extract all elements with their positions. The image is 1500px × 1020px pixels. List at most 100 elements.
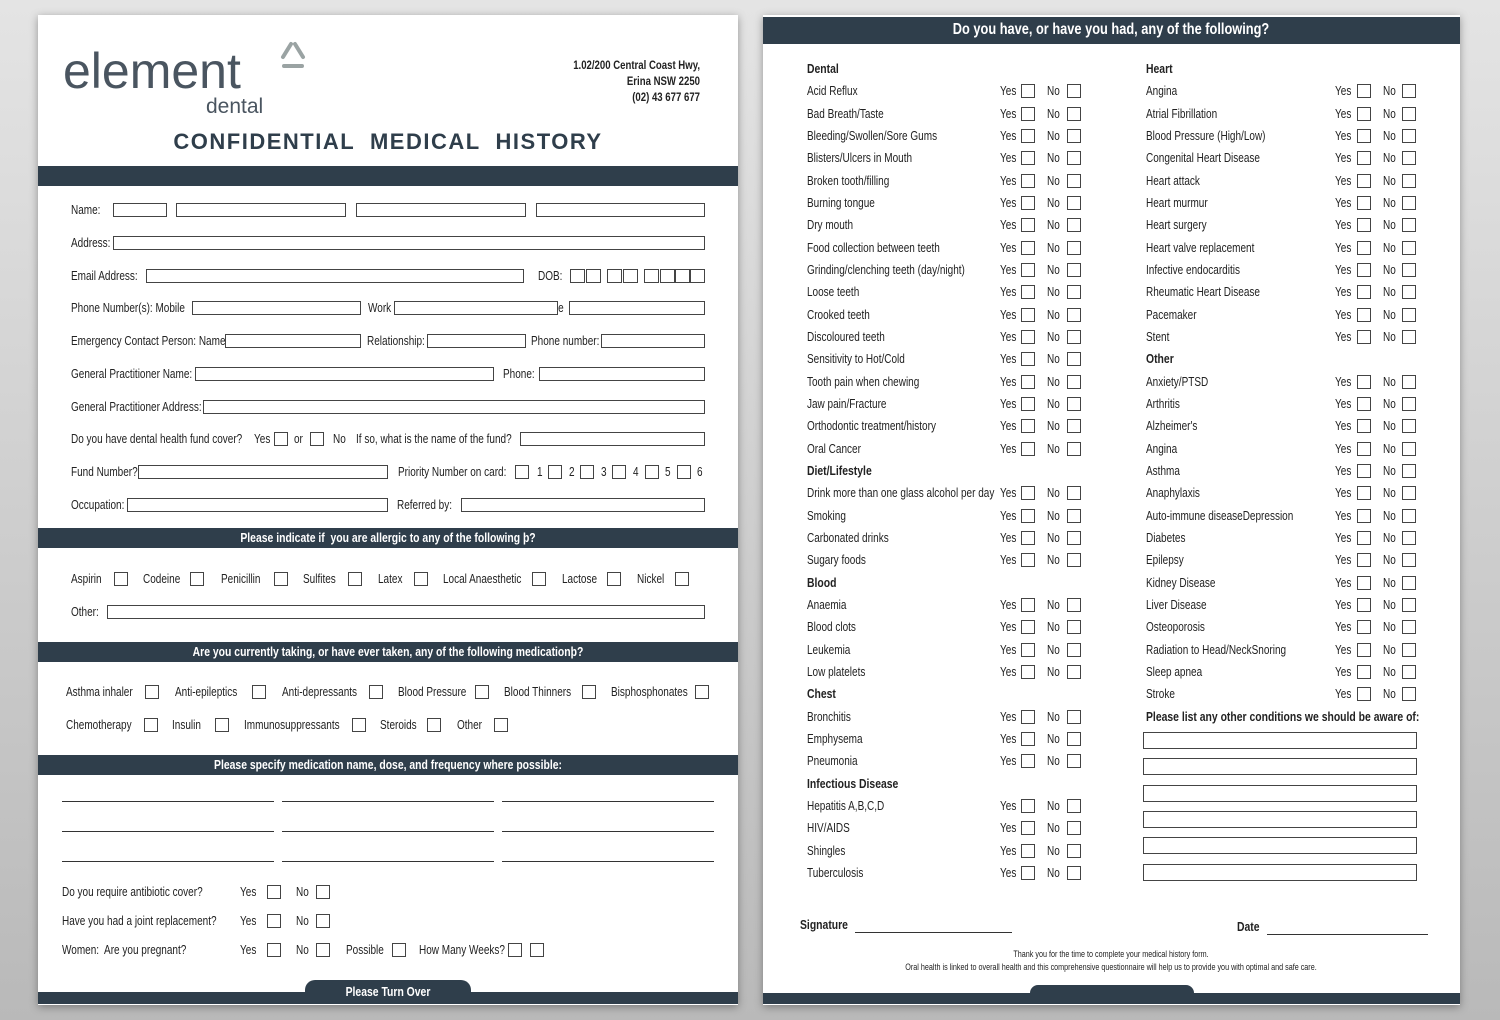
checkbox <box>1357 396 1371 411</box>
checkbox <box>1067 553 1081 568</box>
checkbox <box>1357 508 1371 523</box>
date-line <box>1267 934 1428 935</box>
checkbox <box>1402 620 1416 635</box>
checkbox <box>1357 687 1371 702</box>
no-label: No <box>1047 486 1060 501</box>
question-label: Do you require antibiotic cover? <box>62 885 203 899</box>
field-label: If so, what is the name of the fund? <box>356 432 512 446</box>
yes-label: Yes <box>1335 106 1352 121</box>
no-label: No <box>1047 307 1060 322</box>
yes-label: Yes <box>1335 374 1352 389</box>
condition-label: Sensitivity to Hot/Cold <box>807 352 905 367</box>
category-heading: Chest <box>807 686 836 702</box>
checkbox <box>1402 463 1416 478</box>
no-label: No <box>1383 419 1396 434</box>
no-label: No <box>1047 352 1060 367</box>
no-label: No <box>296 885 309 899</box>
no-label: No <box>1047 173 1060 188</box>
checkbox <box>1402 151 1416 166</box>
input-box <box>394 301 558 315</box>
checkbox <box>1067 709 1081 724</box>
input-box <box>1143 732 1417 750</box>
condition-label: Drink more than one glass alcohol per da… <box>807 486 995 501</box>
input-box <box>539 367 705 381</box>
checkbox <box>1357 486 1371 501</box>
footer-note: Oral health is linked to overall health … <box>905 962 1317 972</box>
checkbox <box>1402 508 1416 523</box>
checkbox <box>1357 262 1371 277</box>
yes-label: Yes <box>1000 731 1017 746</box>
checkbox <box>1067 620 1081 635</box>
checkbox <box>515 465 529 479</box>
checkbox <box>1402 307 1416 322</box>
write-line <box>282 861 494 862</box>
checkbox <box>1067 262 1081 277</box>
no-label: No <box>1047 620 1060 635</box>
no-label: No <box>1047 84 1060 99</box>
checkbox <box>1067 396 1081 411</box>
checkbox <box>1067 374 1081 389</box>
checkbox <box>1021 709 1035 724</box>
condition-label: Acid Reflux <box>807 84 858 99</box>
checkbox <box>1021 262 1035 277</box>
checkbox <box>1021 240 1035 255</box>
checkbox <box>1067 128 1081 143</box>
condition-label: Tooth pain when chewing <box>807 374 920 389</box>
yes-label: Yes <box>240 914 257 928</box>
condition-label: Arthritis <box>1146 396 1180 411</box>
yes-label: Yes <box>1335 642 1352 657</box>
signature-label: Signature <box>800 917 848 932</box>
checkbox <box>582 685 596 699</box>
checkbox <box>1357 84 1371 99</box>
write-line <box>282 801 494 802</box>
condition-label: HIV/AIDS <box>807 821 850 836</box>
checkbox <box>145 685 159 699</box>
checkbox <box>1021 84 1035 99</box>
checkbox <box>316 943 330 957</box>
no-label: No <box>1383 553 1396 568</box>
checkbox <box>1021 441 1035 456</box>
checkbox <box>1021 843 1035 858</box>
yes-label: Yes <box>1335 508 1352 523</box>
yes-label: Yes <box>1335 419 1352 434</box>
medication-label: Other <box>457 718 483 732</box>
input-box <box>138 465 388 479</box>
checkbox <box>1067 218 1081 233</box>
condition-label: Loose teeth <box>807 285 860 300</box>
yes-label: Yes <box>1335 218 1352 233</box>
yes-label: Yes <box>240 943 257 957</box>
medication-label: Asthma inhaler <box>66 685 133 699</box>
question-label: Have you had a joint replacement? <box>62 914 217 928</box>
checkbox <box>1021 486 1035 501</box>
checkbox <box>580 465 594 479</box>
yes-label: Yes <box>1000 240 1017 255</box>
condition-label: Congenital Heart Disease <box>1146 151 1260 166</box>
no-label: No <box>1383 329 1396 344</box>
checkbox <box>1067 419 1081 434</box>
checkbox <box>1067 530 1081 545</box>
no-label: No <box>1047 285 1060 300</box>
yes-label: Yes <box>1000 642 1017 657</box>
input-box <box>127 498 388 512</box>
yes-label: Yes <box>1000 262 1017 277</box>
checkbox <box>1357 620 1371 635</box>
checkbox <box>1067 195 1081 210</box>
yes-label: Yes <box>1000 329 1017 344</box>
yes-label: Yes <box>1000 821 1017 836</box>
checkbox <box>1021 620 1035 635</box>
yes-label: Yes <box>1000 106 1017 121</box>
no-label: No <box>1047 396 1060 411</box>
condition-label: Smoking <box>807 508 846 523</box>
checkbox <box>1021 530 1035 545</box>
yes-label: Yes <box>1335 396 1352 411</box>
input-box <box>113 236 705 250</box>
input-box <box>192 301 361 315</box>
checkbox <box>1402 329 1416 344</box>
checkbox <box>1067 441 1081 456</box>
field-label: 2 <box>569 465 575 479</box>
condition-label: Dry mouth <box>807 218 854 233</box>
field-label: Phone Number(s): Mobile <box>71 301 185 315</box>
checkbox <box>1067 285 1081 300</box>
checkbox <box>1067 821 1081 836</box>
yes-label: Yes <box>1335 173 1352 188</box>
